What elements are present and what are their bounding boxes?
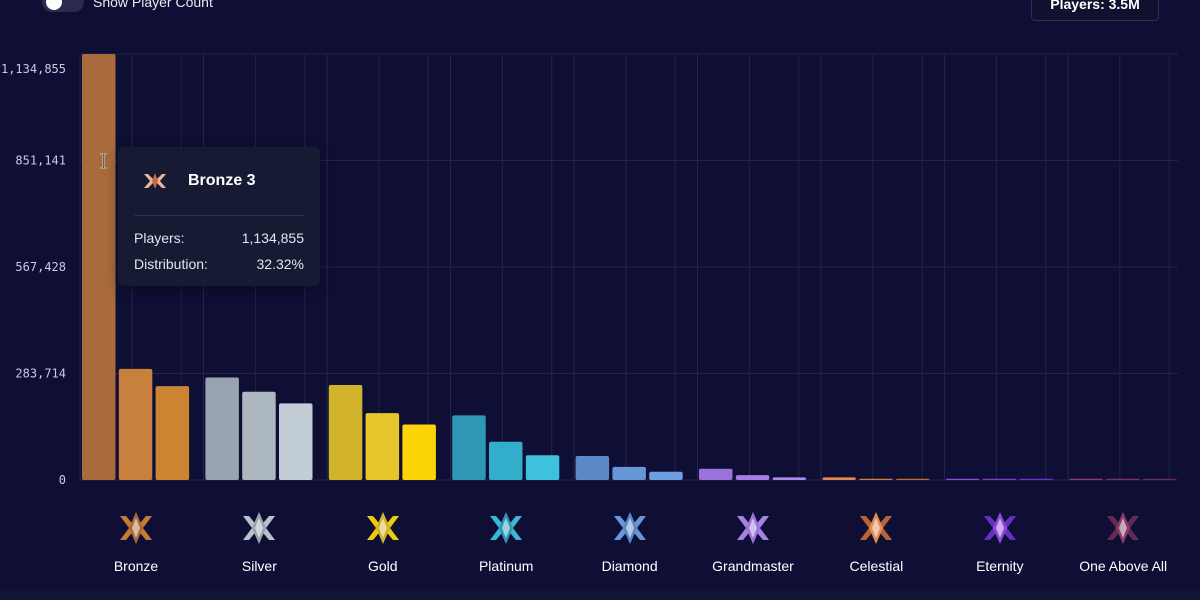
- rank-label: Celestial: [849, 558, 904, 574]
- panel-bottom-edge: [0, 590, 1200, 600]
- total-players-badge: Players: 3.5M: [1031, 0, 1159, 21]
- bar-gold-1[interactable]: [328, 385, 363, 480]
- bar-celestial-2[interactable]: [859, 478, 893, 480]
- bar-celestial-3[interactable]: [896, 478, 930, 480]
- bar-diamond-1[interactable]: [575, 455, 610, 480]
- tooltip-header: Bronze 3: [134, 147, 304, 216]
- rank-label: Grandmaster: [712, 558, 794, 574]
- bar-bronze-2[interactable]: [118, 368, 153, 480]
- y-tick-label: 0: [59, 473, 66, 487]
- rank-label: Diamond: [601, 558, 658, 574]
- rank-label: Bronze: [113, 558, 159, 574]
- rank-label: Silver: [241, 558, 277, 574]
- bar-platinum-2[interactable]: [489, 441, 523, 480]
- gold-rank-icon: [366, 512, 399, 544]
- tooltip-players-value: 1,134,855: [241, 230, 304, 246]
- bar-grandmaster-2[interactable]: [735, 475, 770, 480]
- bar-silver-3[interactable]: [279, 403, 313, 480]
- toggle-switch[interactable]: [42, 0, 84, 12]
- bar-one-above-all-2[interactable]: [1106, 478, 1140, 480]
- bars: [82, 54, 1177, 480]
- platinum-rank-icon: [490, 512, 523, 544]
- chart-controls: Show Player Count Players: 3.5M: [0, 0, 1200, 26]
- tooltip-players-row: Players: 1,134,855: [134, 230, 304, 246]
- rank-label: Eternity: [976, 558, 1024, 574]
- bronze-rank-icon: [136, 166, 174, 196]
- bar-tooltip: Bronze 3 Players: 1,134,855 Distribution…: [118, 147, 320, 286]
- rank-label: One Above All: [1079, 558, 1168, 574]
- toggle-label: Show Player Count: [93, 0, 213, 10]
- bar-platinum-1[interactable]: [452, 415, 486, 480]
- bar-diamond-2[interactable]: [612, 466, 646, 480]
- rank-label: Platinum: [478, 558, 534, 574]
- bar-eternity-3[interactable]: [1019, 478, 1053, 480]
- bar-one-above-all-1[interactable]: [1069, 478, 1103, 480]
- bar-diamond-3[interactable]: [649, 471, 683, 480]
- tooltip-distribution-label: Distribution:: [134, 256, 208, 272]
- y-tick-label: 1,134,855: [1, 62, 66, 76]
- celestial-rank-icon: [860, 512, 893, 544]
- bar-silver-2[interactable]: [242, 391, 276, 480]
- eternity-rank-icon: [983, 512, 1016, 544]
- y-tick-label: 851,141: [15, 154, 66, 168]
- bronze-rank-icon: [120, 512, 152, 544]
- bar-grandmaster-3[interactable]: [772, 477, 807, 480]
- bar-grandmaster-1[interactable]: [699, 468, 733, 480]
- bar-platinum-3[interactable]: [525, 455, 560, 480]
- y-tick-label: 567,428: [15, 260, 66, 274]
- grandmaster-rank-icon: [737, 512, 769, 544]
- bar-bronze-3[interactable]: [155, 386, 190, 480]
- silver-rank-icon: [243, 512, 276, 544]
- text-cursor-icon: [100, 153, 107, 169]
- bar-silver-1[interactable]: [205, 377, 239, 480]
- tooltip-players-label: Players:: [134, 230, 185, 246]
- bar-gold-3[interactable]: [402, 424, 436, 480]
- y-tick-label: 283,714: [15, 366, 66, 380]
- bar-eternity-2[interactable]: [982, 478, 1017, 480]
- rank-label: Gold: [368, 558, 398, 574]
- y-axis-ticks: 0 283,714 567,428 851,141 1,134,855: [1, 62, 66, 487]
- bar-eternity-1[interactable]: [945, 478, 980, 480]
- bar-gold-2[interactable]: [365, 413, 400, 480]
- one-above-all-rank-icon: [1107, 512, 1140, 544]
- tooltip-distribution-row: Distribution: 32.32%: [134, 256, 304, 272]
- bar-one-above-all-3[interactable]: [1142, 478, 1177, 480]
- tooltip-distribution-value: 32.32%: [256, 256, 304, 272]
- diamond-rank-icon: [613, 512, 646, 544]
- bar-bronze-1[interactable]: [82, 54, 116, 480]
- toggle-knob: [46, 0, 62, 10]
- bar-celestial-1[interactable]: [822, 477, 856, 480]
- show-player-count-toggle[interactable]: Show Player Count: [42, 0, 213, 12]
- tooltip-title: Bronze 3: [188, 172, 256, 189]
